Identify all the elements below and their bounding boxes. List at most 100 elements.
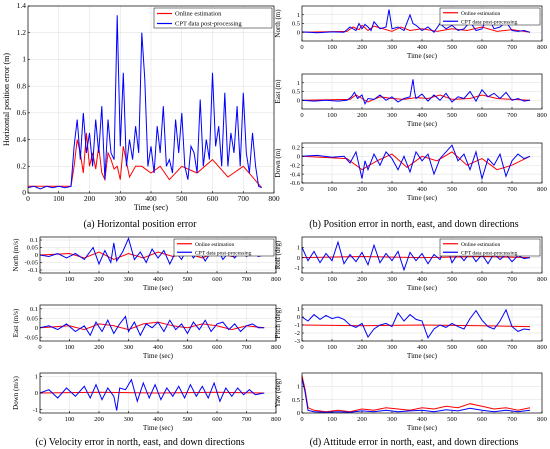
north_vel-xtick-label: 600 bbox=[212, 276, 222, 283]
down_pos-ytick-label: -0.6 bbox=[290, 180, 301, 187]
hpe-xtick-label: 100 bbox=[53, 194, 65, 203]
pitch-xtick-label: 200 bbox=[357, 344, 367, 351]
east_pos-xtick-label: 500 bbox=[447, 112, 457, 119]
north_vel-xtick-label: 700 bbox=[242, 276, 252, 283]
pitch-xlabel: Time (sec) bbox=[407, 352, 438, 360]
down_pos-ytick-label: 0 bbox=[297, 154, 300, 161]
down_vel-ytick-label: 1 bbox=[35, 374, 38, 381]
north_pos-xtick-label: 200 bbox=[357, 44, 367, 51]
north_vel-legend-label: CPT data post-processing bbox=[195, 250, 252, 256]
north_pos-series-online bbox=[301, 24, 531, 33]
north_vel-xtick-label: 100 bbox=[65, 276, 75, 283]
north_pos-ytick-label: 0 bbox=[297, 29, 300, 36]
yaw-series-online bbox=[301, 375, 531, 413]
roll-xtick-label: 0 bbox=[300, 276, 303, 283]
east_vel-xtick-label: 300 bbox=[124, 344, 134, 351]
roll-ylabel: Roll (deg) bbox=[274, 240, 282, 269]
hpe-legend-label: CPT data post-processing bbox=[175, 21, 242, 28]
hpe-legend-box bbox=[153, 7, 273, 29]
pitch-ytick-label: -3 bbox=[295, 338, 300, 345]
east_pos-xtick-label: 200 bbox=[357, 112, 367, 119]
hpe-ytick-label: 1.2 bbox=[17, 28, 27, 37]
pitch-xtick-label: 600 bbox=[477, 344, 487, 351]
hpe-xtick-label: 200 bbox=[84, 194, 96, 203]
yaw-xtick-label: 100 bbox=[327, 416, 337, 423]
north_pos-xtick-label: 0 bbox=[300, 44, 303, 51]
down_vel-xtick-label: 700 bbox=[242, 416, 252, 423]
hpe-xtick-label: 800 bbox=[268, 194, 280, 203]
north_vel-xtick-label: 0 bbox=[38, 276, 41, 283]
north_pos-ytick-label: 0.5 bbox=[292, 21, 300, 28]
yaw-xtick-label: 800 bbox=[537, 416, 547, 423]
east_vel-xtick-label: 800 bbox=[271, 344, 281, 351]
north_vel-xtick-label: 500 bbox=[183, 276, 193, 283]
east_vel-xtick-label: 100 bbox=[65, 344, 75, 351]
roll-xtick-label: 800 bbox=[537, 276, 547, 283]
east_vel-ylabel: East (m/s) bbox=[12, 308, 20, 337]
roll-xlabel: Time (sec) bbox=[407, 284, 438, 292]
east_pos-ytick-label: 0 bbox=[297, 97, 300, 104]
yaw-xtick-label: 300 bbox=[387, 416, 397, 423]
north_pos-ytick-label: 1 bbox=[297, 12, 300, 19]
north_pos-xtick-label: 500 bbox=[447, 44, 457, 51]
yaw-ylabel: Yaw (deg) bbox=[274, 378, 282, 408]
north_vel-xlabel: Time (sec) bbox=[143, 284, 174, 292]
hpe-xtick-label: 400 bbox=[145, 194, 157, 203]
roll-xtick-label: 700 bbox=[507, 276, 517, 283]
north_vel-ytick-label: -0.1 bbox=[28, 267, 38, 274]
north_vel-ytick-label: 0 bbox=[35, 252, 38, 259]
north_vel-xtick-label: 300 bbox=[124, 276, 134, 283]
hpe-xtick-label: 300 bbox=[115, 194, 127, 203]
north_vel-xtick-label: 400 bbox=[153, 276, 163, 283]
down_pos-xtick-label: 100 bbox=[327, 186, 337, 193]
east_vel-xtick-label: 600 bbox=[212, 344, 222, 351]
caption-a: (a) Horizontal position error bbox=[83, 219, 197, 230]
down_vel-xtick-label: 600 bbox=[212, 416, 222, 423]
down_pos-ylabel: Down (m) bbox=[274, 148, 282, 178]
down_vel-xtick-label: 500 bbox=[183, 416, 193, 423]
pitch-xtick-label: 800 bbox=[537, 344, 547, 351]
north_pos-ylabel: North (m) bbox=[274, 9, 282, 38]
hpe-ytick-label: 0.6 bbox=[17, 108, 27, 117]
hpe-ytick-label: 0.2 bbox=[17, 161, 27, 170]
east_pos-xtick-label: 800 bbox=[537, 112, 547, 119]
hpe-ytick-label: 0.8 bbox=[17, 81, 27, 90]
roll-xtick-label: 600 bbox=[477, 276, 487, 283]
caption-d: (d) Attitude error in north, east, and d… bbox=[310, 437, 519, 448]
roll-legend-box bbox=[439, 238, 541, 257]
east_pos-ylabel: East (m) bbox=[274, 79, 282, 104]
down_pos-xtick-label: 400 bbox=[417, 186, 427, 193]
yaw-xlabel: Time (sec) bbox=[407, 424, 438, 432]
pitch-xtick-label: 400 bbox=[417, 344, 427, 351]
north_pos-legend-label: Online estimation bbox=[461, 11, 501, 17]
pitch-xtick-label: 0 bbox=[300, 344, 303, 351]
north_pos-xtick-label: 100 bbox=[327, 44, 337, 51]
pitch-xtick-label: 500 bbox=[447, 344, 457, 351]
hpe-xtick-label: 700 bbox=[238, 194, 250, 203]
pitch-ytick-label: -1 bbox=[295, 322, 300, 329]
hpe-series-cpt bbox=[27, 15, 262, 190]
roll-xtick-label: 400 bbox=[417, 276, 427, 283]
north_pos-xtick-label: 600 bbox=[477, 44, 487, 51]
hpe-xtick-label: 500 bbox=[176, 194, 188, 203]
hpe-xtick-label: 600 bbox=[207, 194, 219, 203]
caption-b: (b) Position error in north, east, and d… bbox=[309, 219, 519, 230]
yaw-ytick-label: 1 bbox=[297, 384, 300, 391]
north_pos-xlabel: Time (sec) bbox=[407, 52, 438, 60]
east_pos-xtick-label: 100 bbox=[327, 112, 337, 119]
hpe-ytick-label: 1 bbox=[22, 55, 26, 64]
hpe-series-online bbox=[28, 132, 263, 189]
yaw-xtick-label: 600 bbox=[477, 416, 487, 423]
east_vel-ytick-label: -0.05 bbox=[24, 334, 38, 341]
north_vel-ytick-label: 0.1 bbox=[30, 237, 38, 244]
east_pos-xtick-label: 300 bbox=[387, 112, 397, 119]
hpe-ytick-label: 0 bbox=[22, 188, 26, 197]
pitch-ytick-label: 0 bbox=[297, 314, 300, 321]
north_vel-ytick-label: -0.05 bbox=[24, 260, 38, 267]
down_pos-xtick-label: 500 bbox=[447, 186, 457, 193]
down_pos-xtick-label: 600 bbox=[477, 186, 487, 193]
caption-c: (c) Velocity error in north, east, and d… bbox=[35, 437, 244, 448]
down_vel-xtick-label: 400 bbox=[153, 416, 163, 423]
east_vel-ytick-label: 0.1 bbox=[30, 306, 38, 313]
east_vel-ytick-label: 0 bbox=[35, 325, 38, 332]
